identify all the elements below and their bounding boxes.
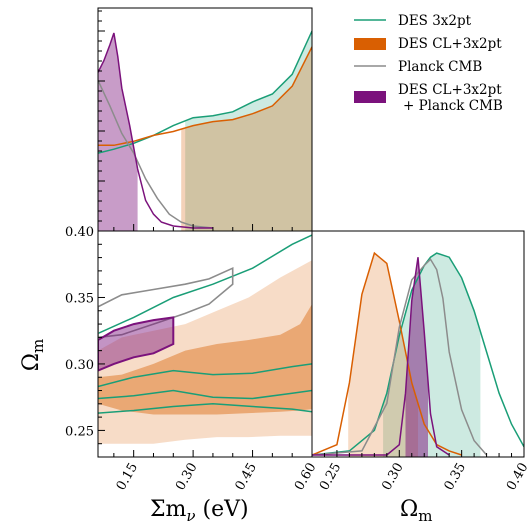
omega-m-marginal-frame — [311, 230, 525, 458]
des-cl-3x2pt-shaded-area — [181, 46, 312, 231]
x-tick-label-sum-mnu: 0.60 — [292, 461, 319, 494]
planck-cmb-marginal-line — [98, 79, 213, 229]
x-tick-label-omega-m: 0.40 — [504, 461, 531, 494]
legend-label-combined-line1: DES CL+3x2pt — [398, 82, 502, 98]
sum-mnu-marginal-panel — [98, 30, 312, 231]
x-axis-label-sum-mnu-main: Σm — [150, 497, 187, 522]
y-tick-label-omega-m: 0.35 — [65, 291, 94, 306]
legend-label-combined-line2: + Planck CMB — [403, 98, 503, 114]
y-axis-label-omega-m: Ωm — [19, 339, 47, 371]
x-tick-label-omega-m: 0.30 — [379, 461, 406, 494]
planck-cmb-marginal-line — [312, 258, 488, 456]
x-axis-label-sum-mnu-sub: ν — [186, 507, 195, 525]
x-tick-label-sum-mnu: 0.45 — [233, 461, 260, 494]
des-3x2pt-marginal-line — [98, 30, 312, 154]
planck-cmb-contour — [98, 266, 234, 339]
legend-swatch-combined — [354, 91, 386, 103]
legend-swatch-des-cl-3x2pt — [354, 38, 386, 50]
des-3x2pt-contour-inner-lower — [98, 389, 312, 400]
des-cl-3x2pt-planck-cmb-marginal-line — [312, 257, 450, 456]
combined-contour — [98, 316, 175, 372]
des-cl-3x2pt-68-contour — [98, 304, 312, 415]
des-cl-3x2pt-marginal-line — [98, 46, 312, 147]
x-axis-label-sum-mnu-unit: (eV) — [196, 497, 249, 522]
x-tick-label-omega-m: 0.25 — [317, 461, 344, 494]
des-3x2pt-contour-inner-upper — [98, 363, 312, 388]
des-3x2pt-shaded-area — [185, 31, 312, 231]
x-tick-label-sum-mnu: 0.30 — [173, 461, 200, 494]
combined-shaded-area — [405, 258, 428, 457]
x-axis-label-sum-mnu: Σmν (eV) — [150, 497, 249, 525]
y-axis-label-omega-m-sub: m — [29, 339, 47, 353]
des-3x2pt-contour-outer-lower — [98, 403, 312, 414]
x-axis-label-omega-m: Ωm — [400, 497, 432, 525]
legend-label-des-cl-3x2pt: DES CL+3x2pt — [398, 36, 502, 52]
x-tick-label-sum-mnu: 0.15 — [114, 461, 141, 494]
legend-label-des-3x2pt: DES 3x2pt — [398, 13, 472, 29]
des-cl-3x2pt-planck-cmb-marginal-line — [98, 32, 213, 229]
omega-m-tick-label-040: 0.40 — [65, 225, 94, 240]
contour-panel — [98, 234, 312, 444]
legend-label-planck-cmb: Planck CMB — [398, 59, 482, 75]
des-cl-3x2pt-shaded-area — [348, 253, 418, 457]
sum-mnu-marginal-ticks — [98, 10, 313, 232]
x-axis-label-omega-m-main: Ω — [400, 497, 418, 522]
combined-shaded-area — [98, 33, 138, 231]
legend: DES 3x2pt DES CL+3x2pt Planck CMB DES CL… — [354, 13, 503, 114]
y-axis-label-omega-m-main: Ω — [19, 353, 44, 371]
y-tick-label-omega-m: 0.30 — [65, 358, 94, 373]
x-axis-label-omega-m-sub: m — [418, 507, 432, 525]
des-cl-3x2pt-marginal-line — [312, 251, 462, 456]
des-3x2pt-marginal-line — [312, 252, 524, 456]
y-tick-label-omega-m: 0.25 — [65, 424, 94, 439]
x-tick-label-omega-m: 0.35 — [442, 461, 469, 494]
des-3x2pt-contour-outer-upper — [98, 234, 312, 335]
omega-m-marginal-panel — [312, 251, 524, 457]
